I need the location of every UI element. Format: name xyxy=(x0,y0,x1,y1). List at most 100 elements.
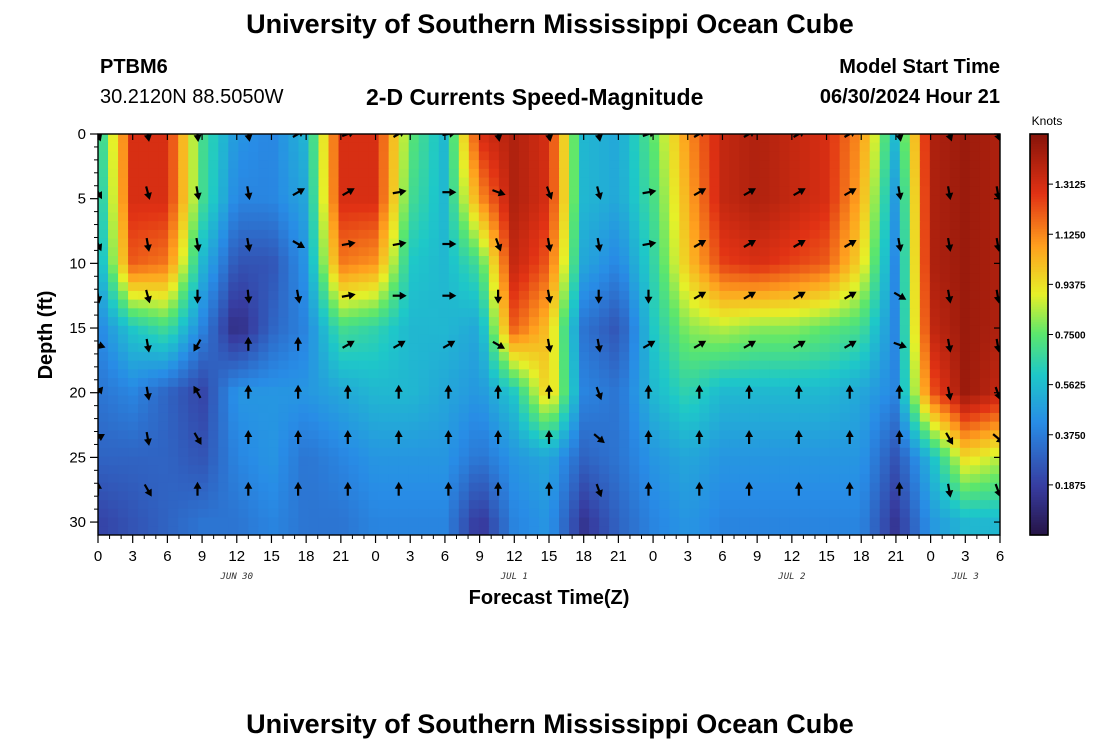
heatmap-cell xyxy=(508,447,520,458)
colorbar-segment xyxy=(1030,196,1048,200)
heatmap-cell xyxy=(649,421,660,431)
heatmap-cell xyxy=(899,430,911,440)
colorbar-segment xyxy=(1030,487,1048,491)
heatmap-cell xyxy=(188,439,199,449)
heatmap-cell xyxy=(338,491,350,501)
heatmap-cell xyxy=(538,256,550,266)
heatmap-cell xyxy=(328,465,340,475)
heatmap-cell xyxy=(378,508,390,519)
heatmap-cell xyxy=(108,238,119,248)
heatmap-cell xyxy=(178,447,189,458)
heatmap-cell xyxy=(799,447,811,458)
heatmap-cell xyxy=(899,168,911,179)
heatmap-cell xyxy=(258,142,269,153)
heatmap-cell xyxy=(98,168,109,179)
heatmap-cell xyxy=(488,151,500,161)
heatmap-cell xyxy=(238,325,249,336)
heatmap-cell xyxy=(268,221,279,231)
heatmap-cell xyxy=(238,160,249,170)
heatmap-cell xyxy=(168,325,179,336)
heatmap-cell xyxy=(979,360,991,370)
heatmap-cell xyxy=(518,212,530,222)
heatmap-cell xyxy=(649,142,660,153)
heatmap-cell xyxy=(769,195,781,205)
heatmap-cell xyxy=(829,168,841,179)
current-arrow xyxy=(693,240,707,248)
heatmap-cell xyxy=(749,430,761,440)
heatmap-cell xyxy=(358,282,370,292)
heatmap-cell xyxy=(679,168,690,179)
heatmap-cell xyxy=(128,160,139,170)
heatmap-cell xyxy=(779,282,791,292)
heatmap-cell xyxy=(98,299,109,309)
heatmap-cell xyxy=(929,456,941,466)
colorbar-segment xyxy=(1030,372,1048,376)
heatmap-cell xyxy=(619,221,630,231)
heatmap-cell xyxy=(639,142,650,153)
heatmap-cell xyxy=(549,238,560,248)
heatmap-cell xyxy=(739,447,751,458)
heatmap-cell xyxy=(639,247,650,257)
heatmap-cell xyxy=(438,195,450,205)
heatmap-cell xyxy=(939,500,951,510)
current-arrow xyxy=(843,134,857,138)
heatmap-cell xyxy=(789,378,801,388)
heatmap-cell xyxy=(729,221,741,231)
heatmap-cell xyxy=(749,142,761,153)
heatmap-cell xyxy=(789,247,801,257)
current-arrow xyxy=(745,384,754,399)
heatmap-cell xyxy=(729,508,741,519)
heatmap-cell xyxy=(979,186,991,196)
colorbar-segment xyxy=(1030,467,1048,471)
heatmap-cell xyxy=(599,517,610,527)
heatmap-cell xyxy=(278,134,290,144)
heatmap-cell xyxy=(629,395,640,405)
heatmap-cell xyxy=(839,378,851,388)
heatmap-cell xyxy=(789,256,801,266)
heatmap-cell xyxy=(148,168,159,179)
heatmap-cell xyxy=(909,386,921,397)
heatmap-cell xyxy=(679,500,690,510)
colorbar-segment xyxy=(1030,409,1048,413)
heatmap-cell xyxy=(298,134,310,144)
heatmap-cell xyxy=(428,142,440,153)
heatmap-cell xyxy=(218,203,229,214)
heatmap-cell xyxy=(799,360,811,370)
heatmap-cell xyxy=(488,142,500,153)
heatmap-cell xyxy=(659,456,670,466)
heatmap-cell xyxy=(508,317,520,327)
heatmap-cell xyxy=(889,412,901,423)
heatmap-cell xyxy=(859,360,871,370)
heatmap-cell xyxy=(328,247,340,257)
heatmap-cell xyxy=(589,282,600,292)
heatmap-cell xyxy=(468,134,480,144)
heatmap-cell xyxy=(508,412,520,423)
heatmap-cell xyxy=(138,256,149,266)
current-direction-arrows xyxy=(98,134,1000,498)
heatmap-cell xyxy=(368,369,380,379)
heatmap-cell xyxy=(859,517,871,527)
heatmap-cell xyxy=(388,421,400,431)
heatmap-cell xyxy=(218,386,229,397)
heatmap-cell xyxy=(589,308,600,318)
heatmap-cell xyxy=(128,439,139,449)
heatmap-cell xyxy=(398,229,410,240)
heatmap-cell xyxy=(639,369,650,379)
heatmap-cell xyxy=(388,212,400,222)
heatmap-cell xyxy=(709,282,720,292)
heatmap-cell xyxy=(969,282,981,292)
heatmap-cell xyxy=(358,334,370,344)
heatmap-cell xyxy=(528,247,540,257)
heatmap-cell xyxy=(478,282,490,292)
heatmap-cell xyxy=(98,404,109,414)
heatmap-cell xyxy=(909,282,921,292)
heatmap-cell xyxy=(669,134,680,144)
heatmap-cell xyxy=(659,491,670,501)
colorbar-segment xyxy=(1030,186,1048,190)
heatmap-cell xyxy=(669,369,680,379)
heatmap-cell xyxy=(348,526,360,535)
heatmap-cell xyxy=(98,282,109,292)
heatmap-cell xyxy=(328,256,340,266)
heatmap-cell xyxy=(759,412,771,423)
heatmap-cell xyxy=(809,369,821,379)
